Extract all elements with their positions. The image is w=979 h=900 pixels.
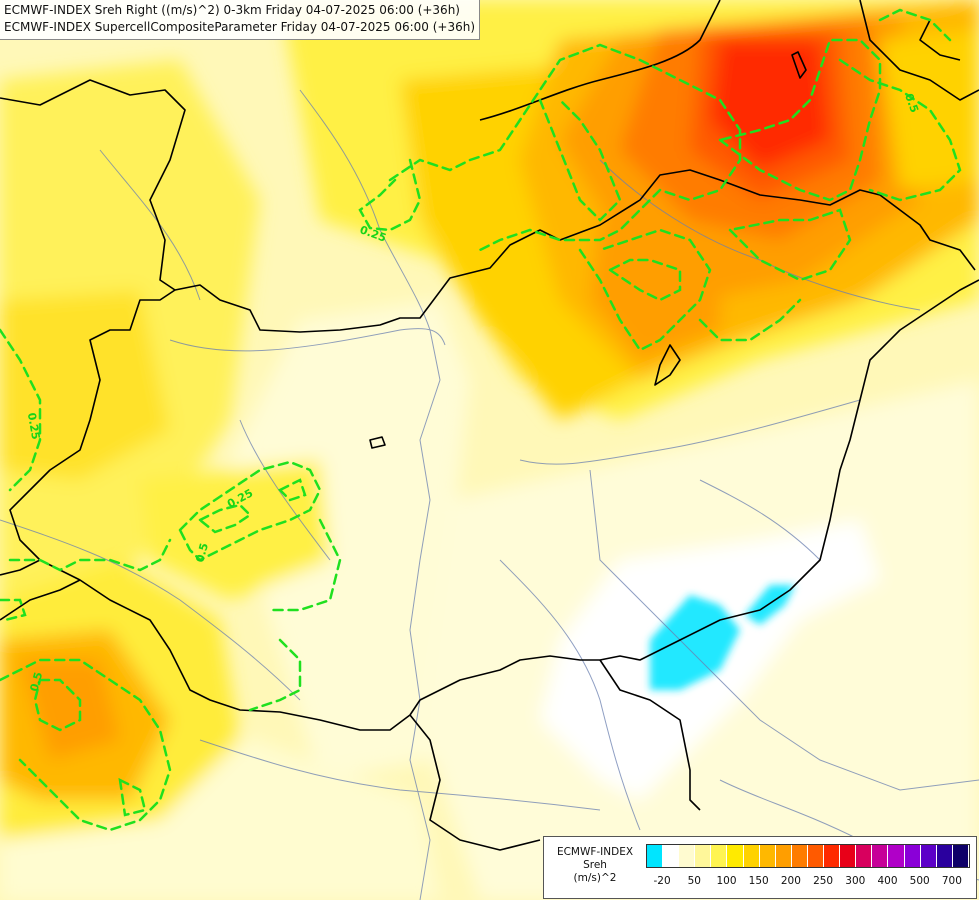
- scp-contours: [0, 8, 962, 832]
- legend-tick-label: 50: [687, 875, 701, 887]
- contour-label-northeast: 0.5: [902, 92, 921, 115]
- legend-swatch: [711, 845, 728, 867]
- legend-swatch: [872, 845, 889, 867]
- legend-title-line-3: (m/s)^2: [573, 872, 617, 884]
- legend-tick-label: 250: [813, 875, 834, 887]
- map-title-line-2: ECMWF-INDEX SupercellCompositeParameter …: [4, 20, 476, 34]
- legend-swatch: [647, 845, 664, 867]
- legend-swatch: [952, 845, 969, 867]
- legend-color-bar: [646, 844, 970, 868]
- legend-swatch: [679, 845, 696, 867]
- map-title-box: ECMWF-INDEX Sreh Right ((m/s)^2) 0-3km F…: [0, 0, 481, 40]
- legend-title-line-1: ECMWF-INDEX: [556, 846, 634, 858]
- legend-swatch: [888, 845, 905, 867]
- legend-title: ECMWF-INDEX Sreh (m/s)^2: [550, 846, 640, 885]
- legend-tick-label: 300: [845, 875, 866, 887]
- legend-tick-label: 100: [716, 875, 737, 887]
- legend-swatch: [775, 845, 792, 867]
- legend-swatch: [936, 845, 953, 867]
- legend-tick-label: 700: [941, 875, 962, 887]
- legend-swatch: [824, 845, 841, 867]
- legend-swatch: [840, 845, 857, 867]
- legend-tick-label: 150: [748, 875, 769, 887]
- legend-tick-label: -20: [653, 875, 671, 887]
- contour-label-center-small: 0.5: [193, 542, 211, 564]
- legend-swatch: [695, 845, 712, 867]
- legend-swatch: [807, 845, 825, 867]
- legend-tick-label: 500: [909, 875, 930, 887]
- rivers: [0, 89, 979, 900]
- legend-swatch: [759, 845, 776, 867]
- legend-swatch: [904, 845, 921, 867]
- legend-swatch: [663, 845, 680, 867]
- legend-swatch: [727, 845, 744, 867]
- contour-label-southwest: 0.5: [28, 671, 46, 693]
- legend-swatch: [856, 845, 873, 867]
- legend-tick-label: 200: [780, 875, 801, 887]
- legend-title-line-2: Sreh: [583, 859, 607, 871]
- map-title-line-1: ECMWF-INDEX Sreh Right ((m/s)^2) 0-3km F…: [4, 3, 460, 17]
- legend-tick-label: 400: [877, 875, 898, 887]
- contour-label-west: 0.25: [25, 412, 43, 441]
- legend-tick-labels: -20 50 100 150 200 250 300 400 500 700: [646, 875, 968, 889]
- legend-swatch: [920, 845, 937, 867]
- legend-swatch: [743, 845, 760, 867]
- color-legend: ECMWF-INDEX Sreh (m/s)^2 -20 50 100 150 200 2…: [543, 836, 977, 899]
- legend-swatch: [791, 845, 808, 867]
